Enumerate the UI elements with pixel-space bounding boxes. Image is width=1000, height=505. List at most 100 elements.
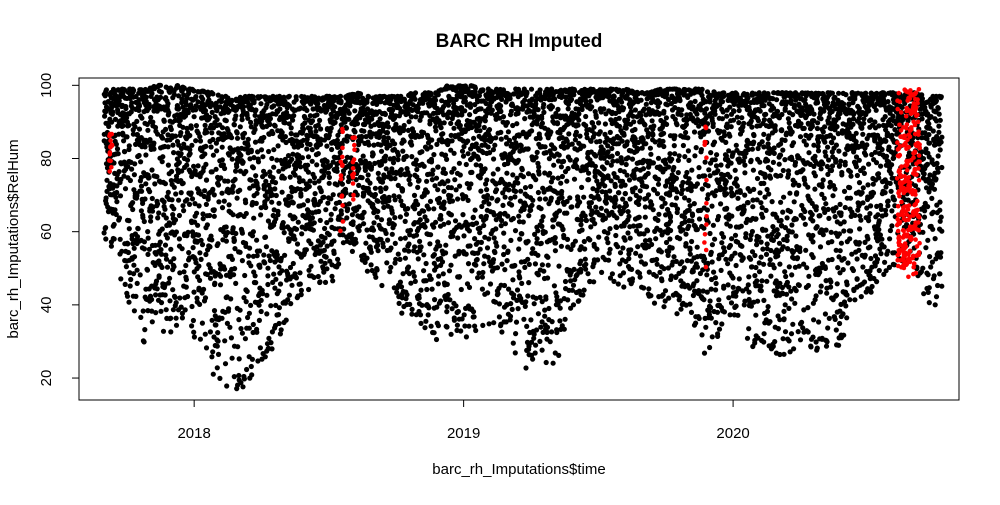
data-point [395, 182, 401, 188]
data-point [708, 150, 714, 156]
data-point [646, 269, 652, 275]
data-point [518, 188, 524, 194]
data-point [200, 211, 206, 217]
data-point [267, 116, 273, 122]
data-point [179, 100, 185, 106]
data-point [623, 202, 630, 209]
data-point [222, 165, 228, 172]
data-point [159, 159, 165, 165]
data-point [129, 166, 135, 172]
data-point [699, 86, 705, 92]
data-point [504, 120, 510, 126]
data-point [218, 175, 224, 181]
data-point [241, 376, 247, 382]
data-point [382, 111, 388, 117]
data-point [191, 114, 197, 120]
data-point [173, 315, 179, 321]
data-point [267, 121, 273, 128]
data-point [645, 192, 652, 198]
data-point [575, 122, 581, 128]
data-point [662, 200, 668, 206]
data-point [400, 127, 407, 134]
data-point [229, 256, 235, 262]
data-point [684, 169, 690, 176]
data-point [352, 129, 358, 135]
data-point [409, 306, 415, 312]
data-point [436, 195, 442, 201]
data-point [478, 106, 484, 112]
data-point [163, 307, 169, 313]
data-point [397, 214, 403, 220]
data-point [239, 330, 245, 336]
data-point [378, 217, 385, 223]
data-point [480, 269, 486, 276]
data-point [132, 124, 138, 130]
data-point [667, 192, 673, 198]
data-point [237, 307, 243, 313]
data-point [413, 114, 419, 120]
data-point [219, 144, 225, 150]
data-point [679, 187, 686, 193]
data-point [268, 303, 274, 309]
data-point [401, 96, 407, 102]
data-point [273, 216, 279, 222]
data-point [246, 325, 252, 331]
data-point [258, 297, 264, 303]
data-point [176, 197, 182, 203]
data-point [305, 169, 311, 175]
data-point [370, 227, 377, 233]
data-point [556, 208, 563, 214]
data-point [676, 153, 682, 159]
data-point [266, 148, 272, 155]
data-point [624, 172, 630, 178]
data-point [643, 141, 649, 147]
data-point [309, 118, 316, 124]
data-point [375, 242, 381, 248]
data-point [211, 308, 218, 314]
data-point [357, 223, 363, 229]
data-point [425, 312, 431, 318]
data-point [204, 129, 210, 135]
data-point [283, 198, 289, 204]
data-point [119, 248, 125, 254]
data-point [466, 323, 472, 329]
data-point [520, 219, 526, 225]
data-point [525, 293, 531, 299]
data-point [481, 124, 487, 131]
data-point [580, 292, 586, 298]
data-point [180, 203, 186, 209]
data-point [219, 94, 225, 100]
data-point [186, 201, 193, 207]
data-point [329, 273, 335, 279]
data-point [285, 271, 291, 277]
data-point [514, 287, 521, 293]
data-point [211, 192, 217, 198]
data-point [277, 106, 283, 112]
data-point [687, 247, 693, 253]
data-point [592, 163, 599, 169]
data-point [393, 170, 399, 176]
data-point [223, 238, 229, 244]
data-point [448, 331, 454, 337]
data-point [505, 213, 511, 219]
data-point [484, 192, 491, 199]
data-point [326, 232, 332, 238]
data-point [616, 115, 622, 121]
data-point [393, 113, 399, 119]
data-point [248, 147, 254, 153]
data-point [299, 142, 305, 148]
data-point [195, 163, 201, 169]
data-point [646, 286, 652, 292]
data-point [579, 184, 585, 190]
data-point [481, 261, 487, 267]
data-point [596, 234, 602, 240]
data-point [470, 309, 477, 315]
data-point [229, 355, 235, 361]
data-point [149, 90, 155, 97]
data-point [219, 125, 226, 131]
data-point [334, 182, 340, 188]
data-point [173, 191, 179, 197]
data-point [293, 97, 299, 103]
data-point [383, 185, 389, 191]
data-point [547, 170, 553, 176]
